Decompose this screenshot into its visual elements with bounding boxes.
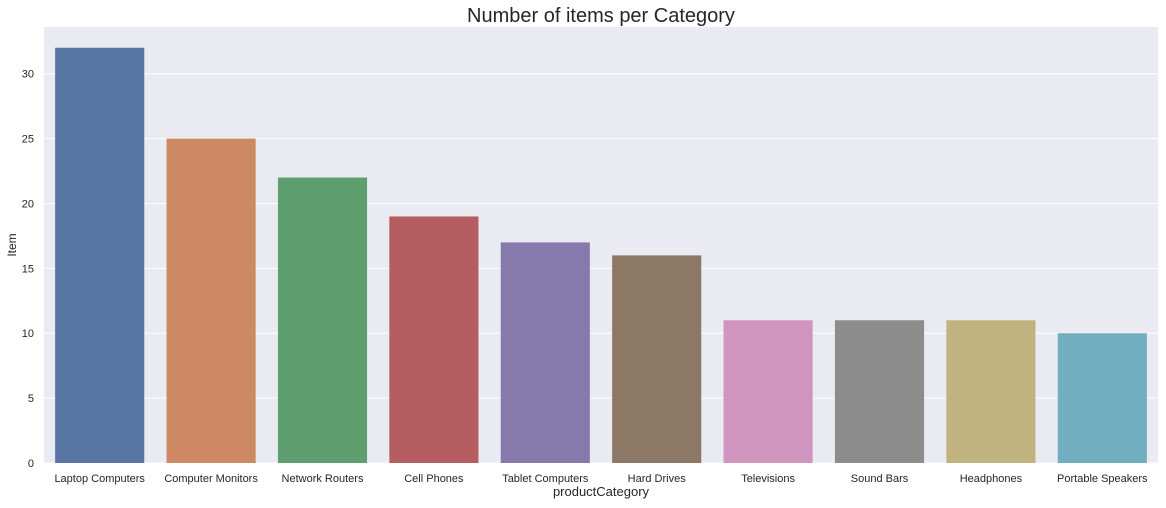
- bars: [55, 47, 1147, 464]
- y-tick-label: 30: [22, 69, 34, 81]
- bar: [1057, 333, 1147, 463]
- x-tick-label: Hard Drives: [628, 473, 687, 485]
- y-tick-label: 5: [28, 393, 34, 405]
- x-tick-label: Network Routers: [282, 473, 364, 485]
- x-tick-labels: Laptop Computers Computer Monitors Network…: [54, 473, 1148, 485]
- x-tick-label: Televisions: [741, 473, 795, 485]
- y-tick-labels: 0 5 10 15 20 25 30: [22, 69, 34, 470]
- x-tick-label: Cell Phones: [404, 473, 464, 485]
- x-tick-label: Headphones: [960, 473, 1023, 485]
- x-axis-label: productCategory: [553, 484, 650, 499]
- x-tick-label: Portable Speakers: [1057, 473, 1148, 485]
- y-axis-label: Item: [5, 233, 19, 256]
- y-tick-label: 25: [22, 134, 34, 146]
- bar: [612, 255, 702, 463]
- bar: [166, 138, 256, 463]
- bar: [55, 47, 145, 464]
- bar: [277, 177, 368, 463]
- x-tick-label: Tablet Computers: [502, 473, 589, 485]
- y-tick-label: 0: [28, 458, 34, 470]
- x-tick-label: Computer Monitors: [164, 473, 258, 485]
- bar: [834, 320, 925, 463]
- chart-title: Number of items per Category: [467, 5, 735, 27]
- bar: [389, 216, 479, 463]
- x-tick-label: Sound Bars: [851, 473, 909, 485]
- bar: [723, 320, 813, 463]
- y-tick-label: 20: [22, 198, 34, 210]
- y-tick-label: 15: [22, 263, 34, 275]
- y-tick-label: 10: [22, 328, 34, 340]
- bar: [946, 320, 1036, 463]
- x-tick-label: Laptop Computers: [54, 473, 145, 485]
- bar: [500, 242, 590, 463]
